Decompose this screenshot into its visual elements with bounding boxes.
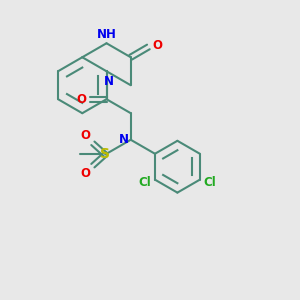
Text: O: O <box>80 167 90 180</box>
Text: NH: NH <box>97 28 117 41</box>
Text: N: N <box>104 75 114 88</box>
Text: O: O <box>152 39 162 52</box>
Text: O: O <box>80 129 90 142</box>
Text: O: O <box>76 93 86 106</box>
Text: N: N <box>119 133 129 146</box>
Text: S: S <box>100 148 110 161</box>
Text: Cl: Cl <box>203 176 216 188</box>
Text: Cl: Cl <box>139 176 152 188</box>
